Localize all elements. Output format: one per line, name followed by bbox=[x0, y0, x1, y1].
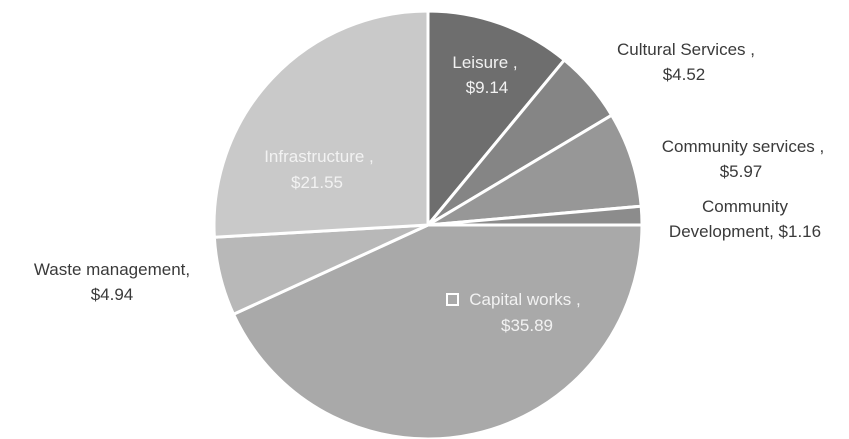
leisure-label: Leisure , bbox=[452, 53, 517, 72]
capital-works-value: $35.89 bbox=[501, 316, 553, 335]
pie-slice-capital-works bbox=[232, 223, 644, 439]
pie-slices bbox=[212, 9, 644, 439]
pie-slice-infrastructure bbox=[212, 9, 430, 239]
community-development-value: Development, $1.16 bbox=[669, 222, 821, 241]
cultural-services-value: $4.52 bbox=[663, 65, 706, 84]
waste-management-value: $4.94 bbox=[91, 285, 134, 304]
cultural-services-label: Cultural Services , bbox=[617, 40, 755, 59]
infrastructure-label: Infrastructure , bbox=[264, 147, 374, 166]
capital-works-marker-icon bbox=[446, 293, 459, 306]
community-services-value: $5.97 bbox=[720, 162, 763, 181]
slice-label-cultural-services: Cultural Services , $4.52 bbox=[617, 40, 755, 84]
community-services-label: Community services , bbox=[662, 137, 824, 156]
infrastructure-value: $21.55 bbox=[291, 173, 343, 192]
slice-label-community-services: Community services , $5.97 bbox=[662, 137, 824, 181]
slice-label-community-development: Community Development, $1.16 bbox=[669, 197, 821, 241]
capital-works-label: Capital works , bbox=[469, 290, 580, 309]
slice-label-infrastructure: Infrastructure , $21.55 bbox=[264, 147, 374, 192]
waste-management-label: Waste management, bbox=[34, 260, 190, 279]
pie-slice-leisure bbox=[426, 9, 566, 227]
slice-label-waste-management: Waste management, $4.94 bbox=[34, 260, 190, 304]
leisure-value: $9.14 bbox=[466, 78, 509, 97]
slice-label-capital-works: Capital works , $35.89 bbox=[446, 290, 581, 335]
slice-label-leisure: Leisure , $9.14 bbox=[452, 53, 517, 97]
community-development-label: Community bbox=[702, 197, 788, 216]
